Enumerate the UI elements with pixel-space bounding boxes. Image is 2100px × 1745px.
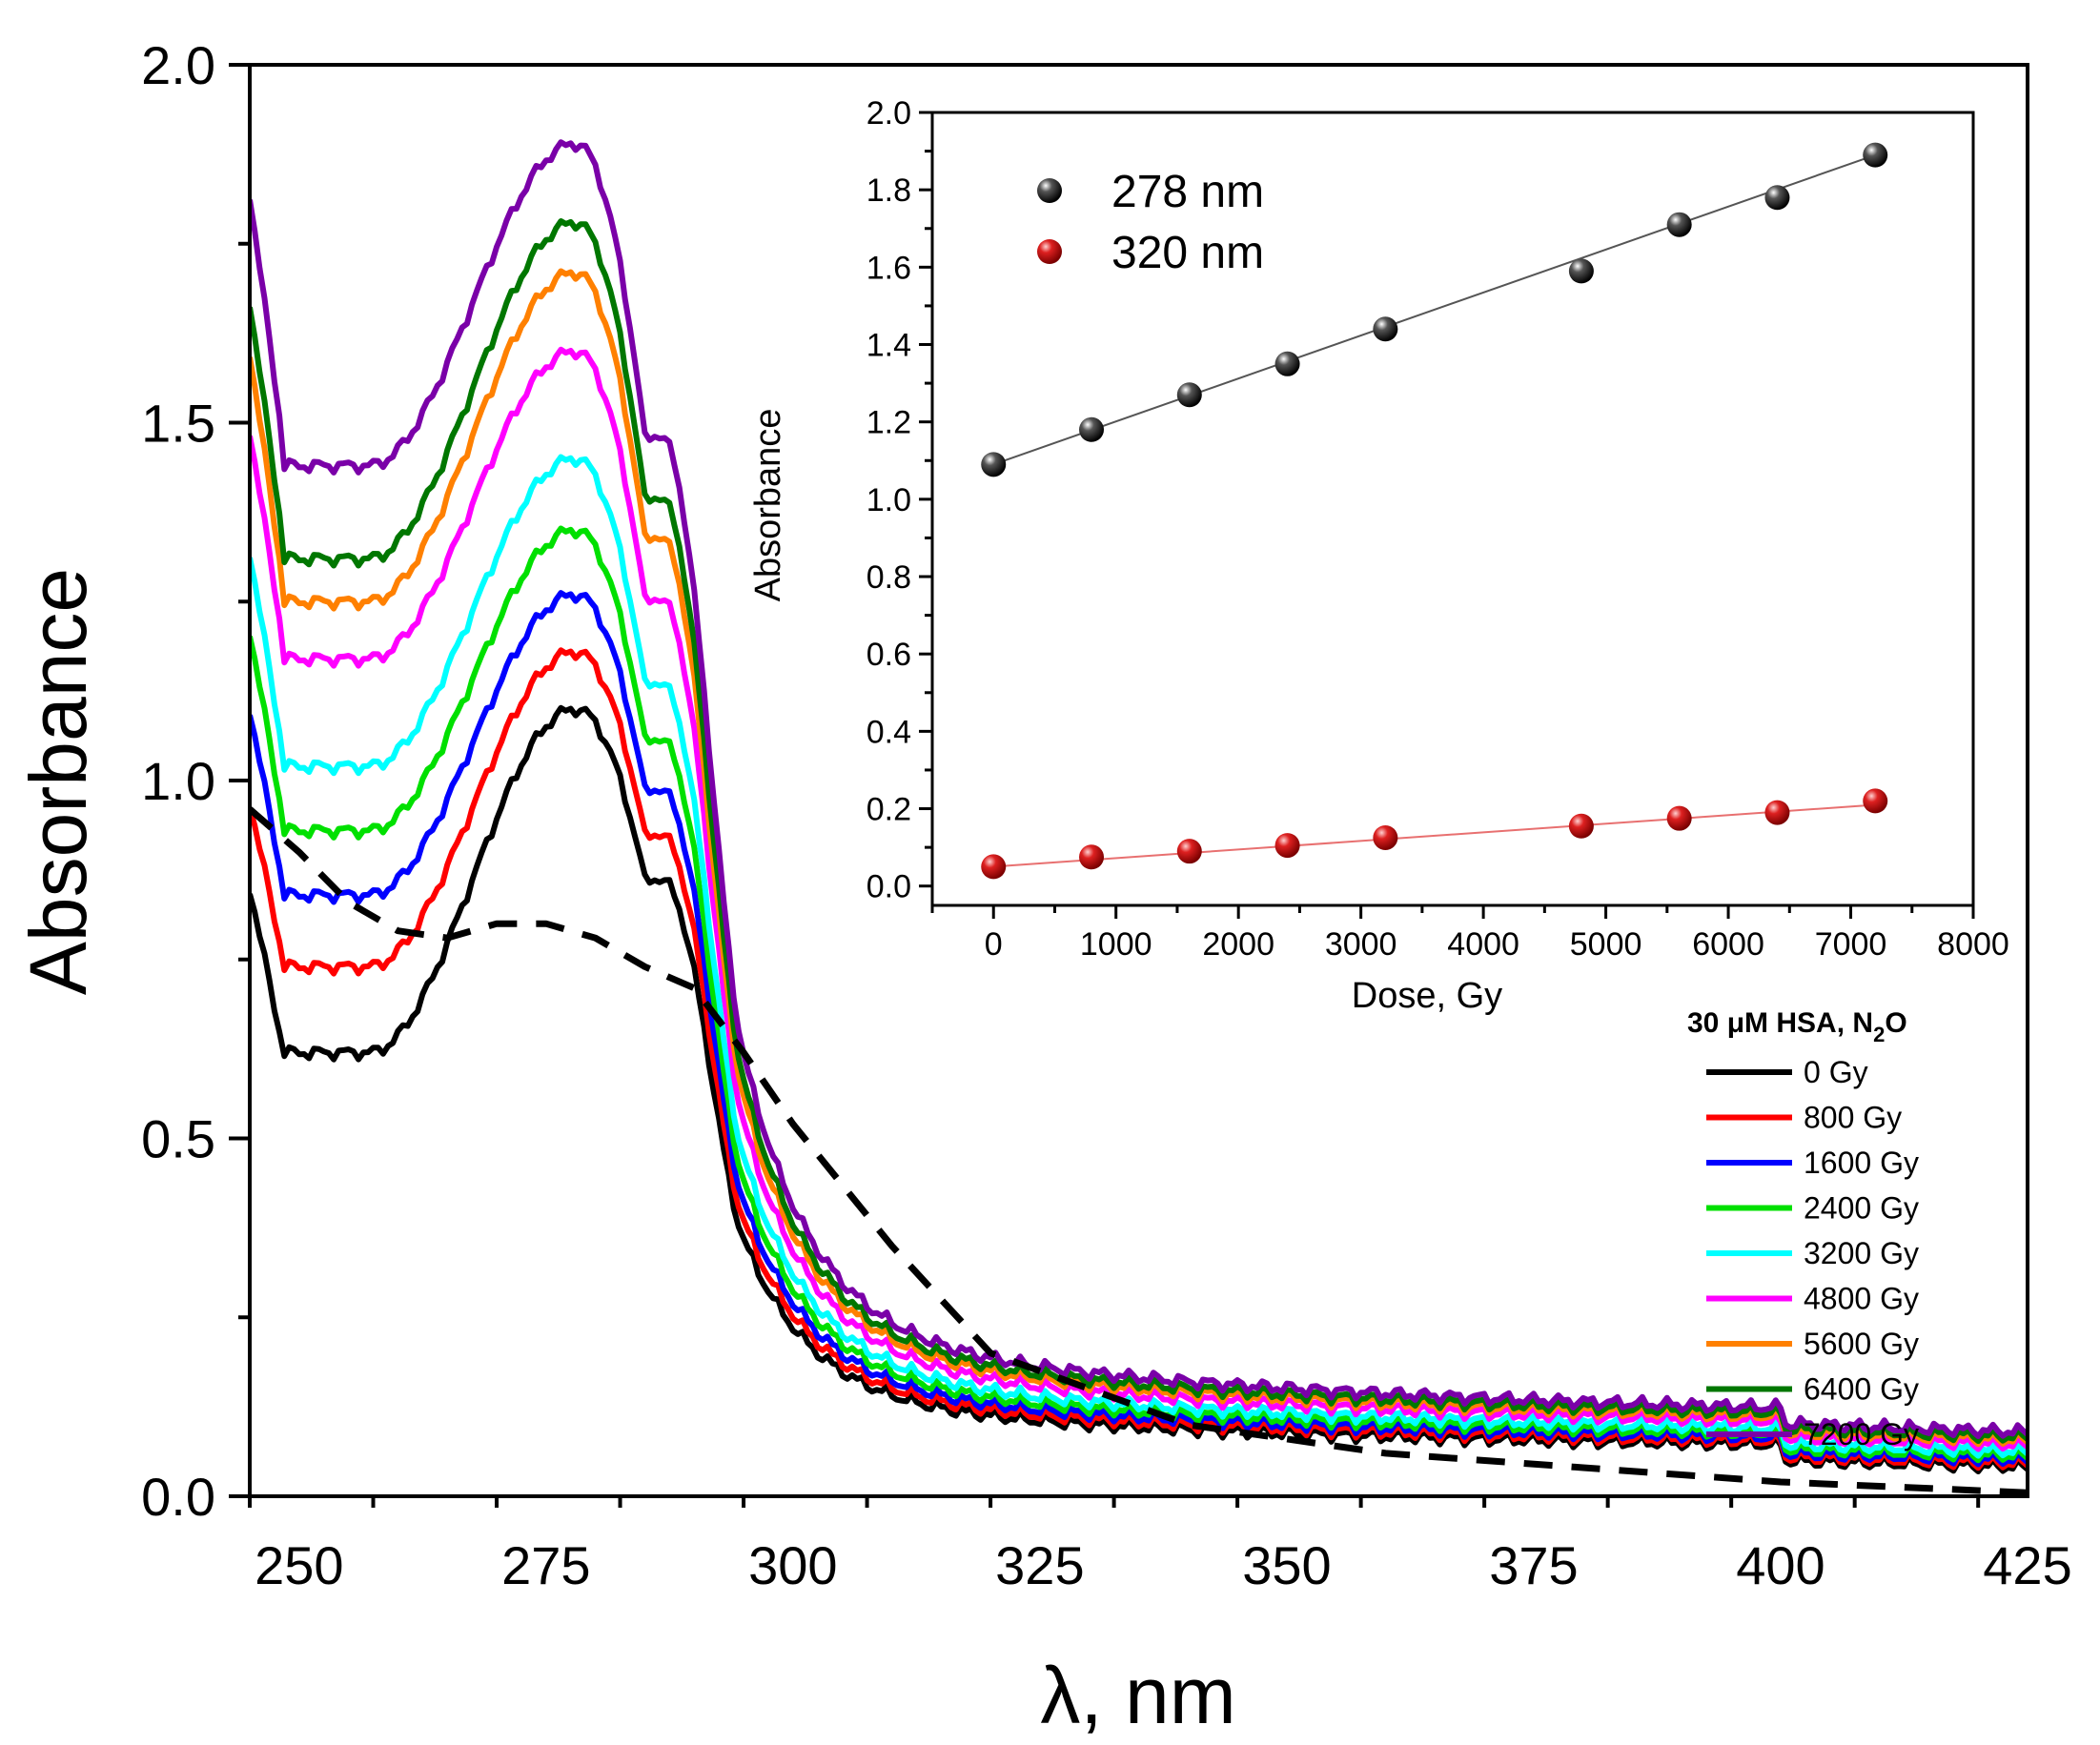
- inset-legend-label-320: 320 nm: [1111, 228, 1264, 278]
- curve-5600-gy: [250, 268, 2028, 1448]
- inset-y-tick-label: 0.0: [867, 869, 911, 905]
- inset-point-320-nm: [1863, 788, 1888, 814]
- main-x-tick-label: 250: [255, 1535, 343, 1595]
- inset-fit-lines: [992, 153, 1876, 868]
- main-ticks: 250 275 300 325 350 375 400 425 0.0 0.5 1.0 1.5 2.0: [141, 35, 2072, 1595]
- inset-y-tick-label: 1.0: [867, 482, 911, 518]
- inset-points: [981, 142, 1888, 880]
- inset-axes-frame: [930, 111, 1975, 907]
- inset-point-278-nm: [1666, 212, 1692, 237]
- legend-label-1600-gy: 1600 Gy: [1804, 1146, 1919, 1180]
- main-x-tick-label: 275: [501, 1535, 590, 1595]
- main-dashed-curve: [250, 806, 2028, 1496]
- inset-point-278-nm: [1568, 258, 1594, 284]
- inset-fit-line-320-nm: [993, 803, 1876, 868]
- inset-point-320-nm: [1079, 844, 1105, 870]
- main-y-tick-label: 0.5: [141, 1109, 215, 1169]
- legend-label-4800-gy: 4800 Gy: [1804, 1282, 1919, 1316]
- curve-800-gy: [250, 647, 2028, 1471]
- legend-title-main: 30 μM HSA, N: [1687, 1007, 1873, 1039]
- main-x-tick-label: 300: [748, 1535, 837, 1595]
- main-y-axis-label: Absorbance: [13, 568, 103, 995]
- legend-label-800-gy: 800 Gy: [1804, 1101, 1902, 1135]
- inset-x-tick-label: 5000: [1570, 926, 1642, 963]
- inset-point-320-nm: [1176, 839, 1202, 864]
- inset-x-tick-label: 2000: [1202, 926, 1274, 963]
- inset-legend-label-278: 278 nm: [1111, 167, 1264, 217]
- inset-x-tick-label: 6000: [1692, 926, 1764, 963]
- inset-fit-line-278-nm: [992, 153, 1876, 466]
- inset-point-278-nm: [1373, 316, 1398, 342]
- inset-x-tick-label: 7000: [1815, 926, 1887, 963]
- dashed-reference-curve: [250, 806, 2028, 1496]
- main-x-tick-label: 375: [1489, 1535, 1578, 1595]
- inset-x-tick-label: 0: [985, 926, 1003, 963]
- inset-y-tick-label: 2.0: [867, 95, 911, 132]
- inset-plot: 0 1000 2000 3000 4000 5000 6000 7000 8000 0.0 0.2 0…: [748, 95, 2009, 1016]
- inset-x-tick-label: 3000: [1325, 926, 1397, 963]
- inset-y-axis-label: Absorbance: [748, 409, 788, 602]
- inset-y-tick-label: 0.6: [867, 637, 911, 673]
- legend-label-0-gy: 0 Gy: [1804, 1055, 1868, 1089]
- main-y-tick-label: 0.0: [141, 1467, 215, 1527]
- inset-x-tick-label: 8000: [1937, 926, 2009, 963]
- legend-label-3200-gy: 3200 Gy: [1804, 1236, 1919, 1270]
- curve-7200-gy: [250, 139, 2028, 1439]
- inset-point-278-nm: [1176, 382, 1202, 408]
- legend-title-tail: O: [1885, 1007, 1906, 1039]
- inset-y-tick-label: 1.4: [867, 328, 911, 364]
- legend-title-subscript: 2: [1873, 1023, 1885, 1046]
- inset-point-320-nm: [1764, 800, 1790, 825]
- legend-label-6400-gy: 6400 Gy: [1804, 1372, 1919, 1407]
- main-y-tick-label: 1.5: [141, 394, 215, 454]
- inset-point-278-nm: [1863, 142, 1888, 168]
- curve-4800-gy: [250, 346, 2028, 1452]
- curve-1600-gy: [250, 590, 2028, 1468]
- inset-x-tick-label: 4000: [1447, 926, 1519, 963]
- inset-point-278-nm: [981, 452, 1007, 477]
- legend-label-5600-gy: 5600 Gy: [1804, 1327, 1919, 1361]
- inset-point-278-nm: [1764, 185, 1790, 211]
- main-x-tick-label: 425: [1983, 1535, 2071, 1595]
- inset-y-tick-label: 1.6: [867, 250, 911, 286]
- legend-label-7200-gy: 7200 Gy: [1804, 1417, 1919, 1451]
- inset-axes: [930, 111, 1975, 907]
- main-curves: [250, 139, 2028, 1474]
- main-plot: 250 275 300 325 350 375 400 4250.00.51.01.52.0 …: [13, 35, 2072, 1740]
- curve-6400-gy: [250, 218, 2028, 1445]
- main-y-tick-label: 1.0: [141, 751, 215, 811]
- main-legend: 30 μM HSA, N2O 0 Gy 800 Gy 1600 Gy 2400 Gy…: [1687, 1007, 1919, 1451]
- inset-point-320-nm: [1568, 813, 1594, 839]
- curve-0-gy: [250, 704, 2028, 1474]
- main-x-tick-label: 350: [1242, 1535, 1331, 1595]
- inset-legend-marker-320: [1037, 239, 1062, 264]
- inset-point-320-nm: [1373, 824, 1398, 850]
- inset-point-320-nm: [1666, 805, 1692, 831]
- inset-point-278-nm: [1274, 351, 1300, 376]
- legend-label-2400-gy: 2400 Gy: [1804, 1191, 1919, 1226]
- legend-title: 30 μM HSA, N2O: [1687, 1007, 1907, 1046]
- inset-x-tick-label: 1000: [1080, 926, 1152, 963]
- inset-y-tick-label: 0.8: [867, 559, 911, 596]
- main-x-tick-label: 400: [1736, 1535, 1825, 1595]
- inset-legend-marker-278: [1037, 178, 1062, 203]
- inset-ticks: 0 1000 2000 3000 4000 5000 6000 7000 8000 0.0 0.2 0…: [867, 95, 2009, 963]
- inset-y-tick-label: 0.2: [867, 792, 911, 828]
- inset-point-320-nm: [981, 854, 1007, 880]
- main-x-tick-label: 325: [995, 1535, 1084, 1595]
- inset-y-tick-label: 1.2: [867, 405, 911, 441]
- inset-y-tick-label: 0.4: [867, 714, 911, 750]
- main-x-axis-label: λ, nm: [1040, 1651, 1235, 1740]
- inset-legend: 278 nm 320 nm: [1037, 167, 1264, 278]
- inset-x-axis-label: Dose, Gy: [1352, 976, 1502, 1016]
- main-y-tick-label: 2.0: [141, 35, 215, 95]
- inset-point-278-nm: [1079, 416, 1105, 442]
- inset-y-tick-label: 1.8: [867, 172, 911, 209]
- legend-items: 0 Gy 800 Gy 1600 Gy 2400 Gy 3200 Gy 4800 Gy 5…: [1706, 1055, 1919, 1451]
- inset-point-320-nm: [1274, 833, 1300, 859]
